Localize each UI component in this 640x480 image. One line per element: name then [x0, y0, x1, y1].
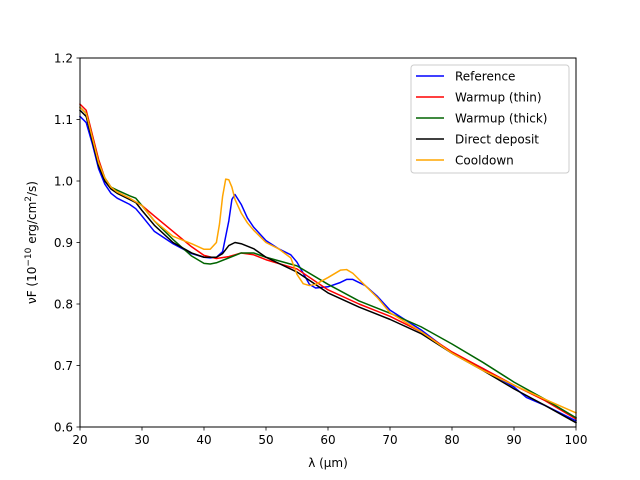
legend-label-2: Warmup (thick) — [455, 112, 547, 126]
y-tick-label: 1.0 — [54, 175, 73, 189]
series-line-3 — [78, 109, 578, 424]
y-axis-ticks: 0.6 0.7 0.8 0.9 1.0 1.1 1.2 — [54, 52, 80, 435]
y-axis-label-end: /s) — [25, 181, 39, 196]
x-axis-ticks: 20 30 40 50 60 70 80 90 100 — [72, 427, 587, 447]
legend-label-1: Warmup (thin) — [455, 91, 542, 105]
y-axis-label: νF (10−10 erg/cm2/s) — [24, 181, 39, 304]
series-layer — [78, 103, 578, 424]
y-tick-label: 0.8 — [54, 298, 73, 312]
x-tick-label: 60 — [320, 433, 335, 447]
legend: Reference Warmup (thin) Warmup (thick) Dire… — [410, 64, 570, 174]
x-axis-label: λ (μm) — [308, 456, 348, 470]
y-axis-label-sup1: −10 — [24, 247, 34, 266]
legend-label-3: Direct deposit — [455, 133, 539, 147]
legend-label-4: Cooldown — [455, 154, 514, 168]
series-line-0 — [78, 115, 578, 422]
x-tick-label: 70 — [382, 433, 397, 447]
y-tick-label: 1.1 — [54, 113, 73, 127]
legend-label-0: Reference — [455, 70, 515, 84]
y-tick-label: 0.6 — [54, 421, 73, 435]
x-tick-label: 100 — [565, 433, 588, 447]
x-tick-label: 40 — [196, 433, 211, 447]
y-tick-label: 0.9 — [54, 236, 73, 250]
y-axis-label-mid: erg/cm — [25, 202, 39, 248]
legend-frame — [410, 64, 570, 174]
x-tick-label: 30 — [134, 433, 149, 447]
y-tick-label: 0.7 — [54, 359, 73, 373]
x-tick-label: 20 — [72, 433, 87, 447]
y-axis-label-sup2: 2 — [24, 196, 34, 202]
x-tick-label: 50 — [258, 433, 273, 447]
y-tick-label: 1.2 — [54, 52, 73, 66]
x-tick-label: 90 — [506, 433, 521, 447]
series-line-4 — [78, 106, 577, 414]
y-axis-label-base: νF (10 — [25, 267, 39, 304]
x-tick-label: 80 — [444, 433, 459, 447]
